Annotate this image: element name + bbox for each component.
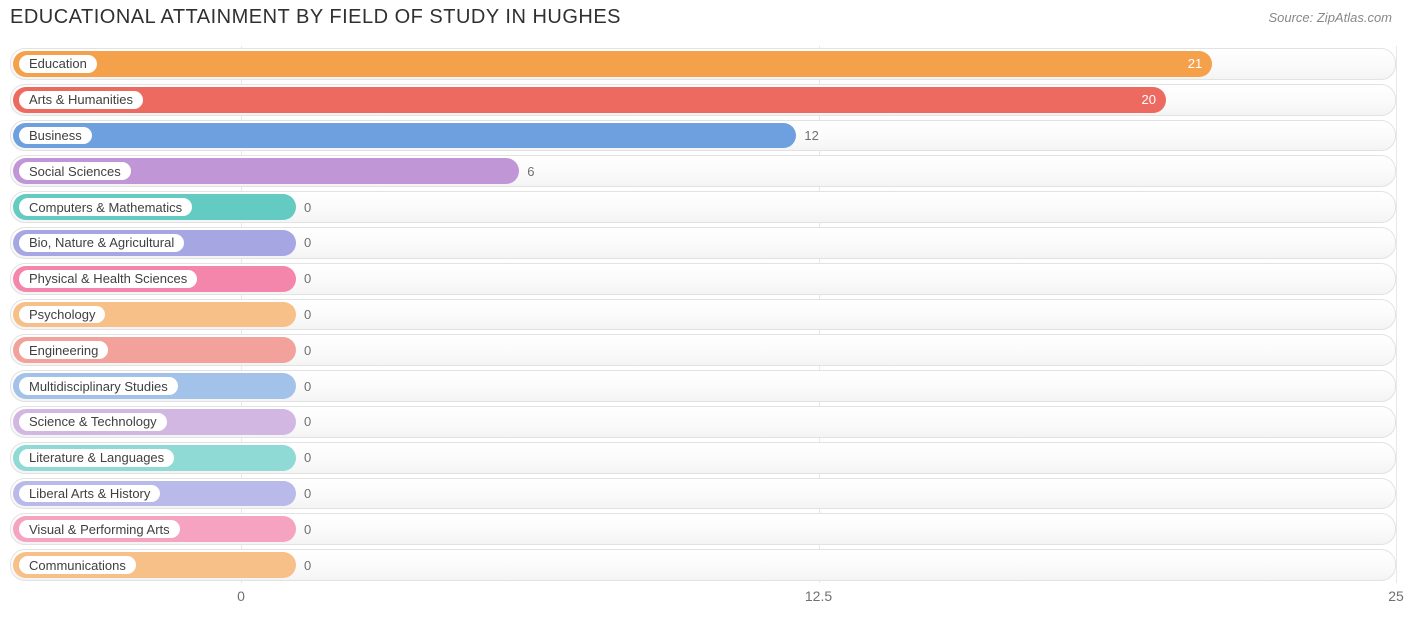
bar-row: Physical & Health Sciences 0 [10,261,1396,297]
bar-track: Business 12 [10,120,1396,152]
bar-value: 0 [298,479,311,509]
bar-track: Social Sciences 6 [10,155,1396,187]
bar-row: Multidisciplinary Studies 0 [10,368,1396,404]
chart-title: EDUCATIONAL ATTAINMENT BY FIELD OF STUDY… [10,6,621,29]
x-tick: 12.5 [805,588,832,604]
rows: Education 21 Arts & Humanities 20 Business 12… [10,46,1396,583]
bar-label: Business [19,127,92,145]
grid-line [1396,46,1397,583]
x-tick: 0 [237,588,245,604]
bar-row: Business 12 [10,118,1396,154]
bar: Physical & Health Sciences [13,266,296,292]
bar-row: Education 21 [10,46,1396,82]
bar-value: 0 [298,550,311,580]
bar: Liberal Arts & History [13,481,296,507]
bar: Business [13,123,796,149]
bar-value: 0 [298,228,311,258]
bar-label: Engineering [19,341,108,359]
bar: Psychology [13,302,296,328]
bar-value: 0 [298,371,311,401]
bar: Computers & Mathematics [13,194,296,220]
bar-track: Computers & Mathematics 0 [10,191,1396,223]
bar: Science & Technology [13,409,296,435]
bar-row: Computers & Mathematics 0 [10,189,1396,225]
bar-value: 21 [1188,51,1202,77]
bar-label: Multidisciplinary Studies [19,377,178,395]
bar-track: Literature & Languages 0 [10,442,1396,474]
bar: Visual & Performing Arts [13,516,296,542]
bar-value: 0 [298,443,311,473]
bar-label: Psychology [19,306,105,324]
bar-row: Communications 0 [10,547,1396,583]
bar-label: Physical & Health Sciences [19,270,197,288]
bar-value: 0 [298,514,311,544]
bar: Social Sciences [13,158,519,184]
bar-label: Liberal Arts & History [19,485,160,503]
bar-label: Science & Technology [19,413,167,431]
source-label: Source: ZipAtlas.com [1268,10,1392,25]
bar-row: Psychology 0 [10,297,1396,333]
bar-row: Social Sciences 6 [10,153,1396,189]
plot-area: Education 21 Arts & Humanities 20 Business 12… [10,46,1396,583]
bar-row: Science & Technology 0 [10,404,1396,440]
x-axis: 012.525 [10,584,1396,624]
bar-track: Physical & Health Sciences 0 [10,263,1396,295]
chart-container: EDUCATIONAL ATTAINMENT BY FIELD OF STUDY… [0,0,1406,631]
bar-label: Arts & Humanities [19,91,143,109]
bar-row: Engineering 0 [10,332,1396,368]
bar-row: Literature & Languages 0 [10,440,1396,476]
bar-track: Arts & Humanities 20 [10,84,1396,116]
bar: Literature & Languages [13,445,296,471]
bar: Engineering [13,337,296,363]
bar-label: Bio, Nature & Agricultural [19,234,184,252]
bar-track: Liberal Arts & History 0 [10,478,1396,510]
x-tick: 25 [1388,588,1404,604]
bar-row: Bio, Nature & Agricultural 0 [10,225,1396,261]
bar: Bio, Nature & Agricultural [13,230,296,256]
bar-row: Visual & Performing Arts 0 [10,511,1396,547]
bar-track: Bio, Nature & Agricultural 0 [10,227,1396,259]
bar-value: 0 [298,300,311,330]
bar-label: Visual & Performing Arts [19,520,180,538]
bar-label: Communications [19,556,136,574]
bar: Arts & Humanities 20 [13,87,1166,113]
bar-track: Science & Technology 0 [10,406,1396,438]
bar-track: Psychology 0 [10,299,1396,331]
bar-track: Communications 0 [10,549,1396,581]
bar-track: Multidisciplinary Studies 0 [10,370,1396,402]
bar: Education 21 [13,51,1212,77]
bar-label: Education [19,55,97,73]
bar-value: 0 [298,407,311,437]
bar: Communications [13,552,296,578]
bar-value: 0 [298,335,311,365]
bar-value: 6 [521,156,534,186]
bar-track: Engineering 0 [10,334,1396,366]
bar-value: 0 [298,192,311,222]
bar-track: Education 21 [10,48,1396,80]
bar-value: 0 [298,264,311,294]
bar-row: Arts & Humanities 20 [10,82,1396,118]
bar-row: Liberal Arts & History 0 [10,476,1396,512]
bar-value: 12 [798,121,818,151]
bar-value: 20 [1142,87,1156,113]
bar-label: Social Sciences [19,162,131,180]
bar-track: Visual & Performing Arts 0 [10,513,1396,545]
bar: Multidisciplinary Studies [13,373,296,399]
bar-label: Literature & Languages [19,449,174,467]
bar-label: Computers & Mathematics [19,198,192,216]
